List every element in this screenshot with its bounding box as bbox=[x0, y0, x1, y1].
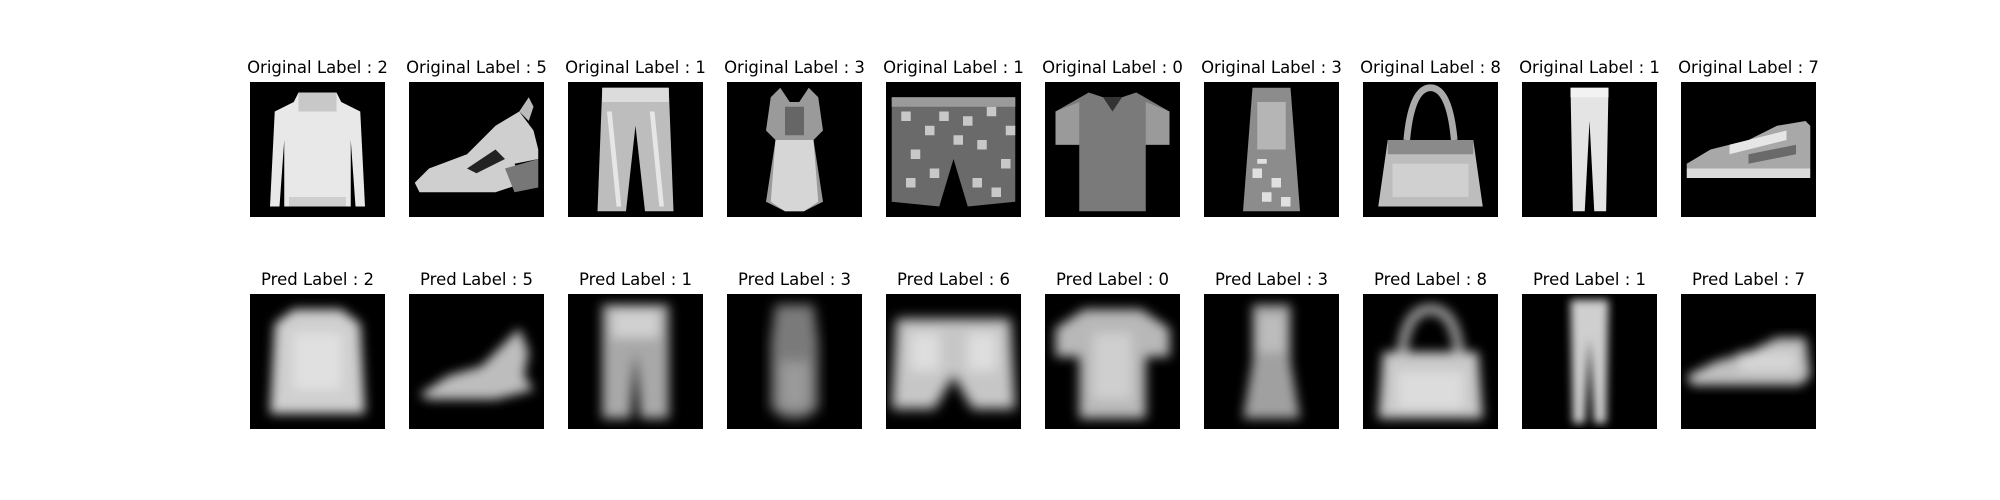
pullover-icon bbox=[250, 82, 385, 217]
tshirt-icon bbox=[1045, 82, 1180, 217]
dress-icon bbox=[727, 82, 862, 217]
pred-cell-5: Pred Label : 0 bbox=[1045, 270, 1180, 429]
original-title-4: Original Label : 1 bbox=[883, 58, 1024, 77]
original-cell-5: Original Label : 0 bbox=[1042, 58, 1183, 217]
sneaker-icon bbox=[1681, 82, 1816, 217]
bag-icon bbox=[1363, 82, 1498, 217]
pred-cell-3: Pred Label : 3 bbox=[727, 270, 862, 429]
original-title-0: Original Label : 2 bbox=[247, 58, 388, 77]
original-cell-0: Original Label : 2 bbox=[247, 58, 388, 217]
pred-cell-6: Pred Label : 3 bbox=[1204, 270, 1339, 429]
original-title-2: Original Label : 1 bbox=[565, 58, 706, 77]
original-title-5: Original Label : 0 bbox=[1042, 58, 1183, 77]
leggings-blur-icon bbox=[1522, 294, 1657, 429]
pred-title-0: Pred Label : 2 bbox=[260, 270, 374, 289]
dress-narrow-blur-icon bbox=[1204, 294, 1339, 429]
pred-title-8: Pred Label : 1 bbox=[1532, 270, 1646, 289]
original-title-8: Original Label : 1 bbox=[1519, 58, 1660, 77]
original-cell-9: Original Label : 7 bbox=[1678, 58, 1819, 217]
dress-blur-icon bbox=[727, 294, 862, 429]
pred-title-2: Pred Label : 1 bbox=[578, 270, 692, 289]
pred-title-3: Pred Label : 3 bbox=[737, 270, 851, 289]
pullover-blur-icon bbox=[250, 294, 385, 429]
leggings-icon bbox=[1522, 82, 1657, 217]
original-cell-6: Original Label : 3 bbox=[1201, 58, 1342, 217]
bag-blur-icon bbox=[1363, 294, 1498, 429]
pred-title-6: Pred Label : 3 bbox=[1214, 270, 1328, 289]
sandal-icon bbox=[409, 82, 544, 217]
pred-cell-2: Pred Label : 1 bbox=[568, 270, 703, 429]
original-title-7: Original Label : 8 bbox=[1360, 58, 1501, 77]
sneaker-blur-icon bbox=[1681, 294, 1816, 429]
original-title-6: Original Label : 3 bbox=[1201, 58, 1342, 77]
pred-title-9: Pred Label : 7 bbox=[1691, 270, 1805, 289]
original-title-3: Original Label : 3 bbox=[724, 58, 865, 77]
pred-title-1: Pred Label : 5 bbox=[419, 270, 533, 289]
trouser-blur-icon bbox=[568, 294, 703, 429]
sandal-blur-icon bbox=[409, 294, 544, 429]
original-title-1: Original Label : 5 bbox=[406, 58, 547, 77]
pred-cell-9: Pred Label : 7 bbox=[1681, 270, 1816, 429]
pred-cell-8: Pred Label : 1 bbox=[1522, 270, 1657, 429]
trouser-icon bbox=[568, 82, 703, 217]
pred-cell-0: Pred Label : 2 bbox=[250, 270, 385, 429]
shorts-icon bbox=[886, 82, 1021, 217]
tshirt-blur-icon bbox=[1045, 294, 1180, 429]
pred-cell-4: Pred Label : 6 bbox=[886, 270, 1021, 429]
original-cell-3: Original Label : 3 bbox=[724, 58, 865, 217]
dress-narrow-icon bbox=[1204, 82, 1339, 217]
pred-title-7: Pred Label : 8 bbox=[1373, 270, 1487, 289]
pred-title-5: Pred Label : 0 bbox=[1055, 270, 1169, 289]
original-cell-8: Original Label : 1 bbox=[1519, 58, 1660, 217]
original-title-9: Original Label : 7 bbox=[1678, 58, 1819, 77]
pred-title-4: Pred Label : 6 bbox=[896, 270, 1010, 289]
pred-cell-7: Pred Label : 8 bbox=[1363, 270, 1498, 429]
original-cell-2: Original Label : 1 bbox=[565, 58, 706, 217]
pred-cell-1: Pred Label : 5 bbox=[409, 270, 544, 429]
original-cell-1: Original Label : 5 bbox=[406, 58, 547, 217]
original-cell-7: Original Label : 8 bbox=[1360, 58, 1501, 217]
shorts-blur-icon bbox=[886, 294, 1021, 429]
original-cell-4: Original Label : 1 bbox=[883, 58, 1024, 217]
